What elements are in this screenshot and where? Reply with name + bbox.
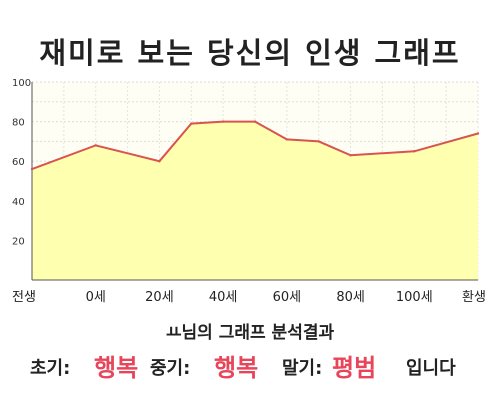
x-tick-label: 40세	[209, 290, 238, 305]
y-tick-label: 20	[12, 236, 25, 247]
area-fill	[32, 121, 478, 280]
x-tick-labels: 전생 0세 20세 40세 60세 80세 100세 환생	[12, 290, 486, 305]
data-point	[190, 122, 193, 125]
x-tick-label: 전생	[12, 290, 36, 305]
x-tick-label: 0세	[86, 290, 106, 305]
data-point	[285, 138, 289, 141]
data-point	[413, 150, 416, 153]
y-tick-labels: 20 40 60 80 100	[12, 78, 31, 247]
data-point	[317, 140, 320, 143]
x-tick-label: 60세	[273, 290, 302, 305]
y-tick-label: 40	[12, 197, 25, 208]
data-point	[30, 167, 34, 171]
analysis-result-row: 초기: 행복 중기: 행복 말기: 평범 입니다	[0, 344, 500, 384]
early-label: 초기:	[30, 358, 71, 379]
late-value: 평범	[332, 354, 377, 382]
data-point	[349, 154, 352, 157]
data-point	[221, 120, 225, 123]
chart-title: 재미로 보는 당신의 인생 그래프	[39, 36, 461, 70]
data-point	[476, 132, 480, 135]
x-tick-label: 100세	[396, 290, 433, 305]
mid-value: 행복	[214, 354, 259, 382]
y-tick-label: 60	[12, 157, 25, 168]
late-label: 말기:	[282, 358, 323, 379]
x-tick-label: 20세	[145, 290, 174, 305]
x-tick-label: 80세	[336, 290, 365, 305]
data-point	[94, 144, 97, 147]
x-tick-label: 환생	[462, 290, 486, 305]
result-suffix: 입니다	[406, 358, 456, 379]
y-tick-label: 100	[12, 78, 31, 89]
early-value: 행복	[94, 354, 139, 382]
analysis-summary: ㅛ님의 그래프 분석결과	[165, 323, 335, 343]
data-point	[158, 160, 161, 163]
y-tick-label: 80	[12, 118, 25, 129]
data-point	[253, 120, 257, 123]
mid-label: 중기:	[150, 358, 191, 379]
